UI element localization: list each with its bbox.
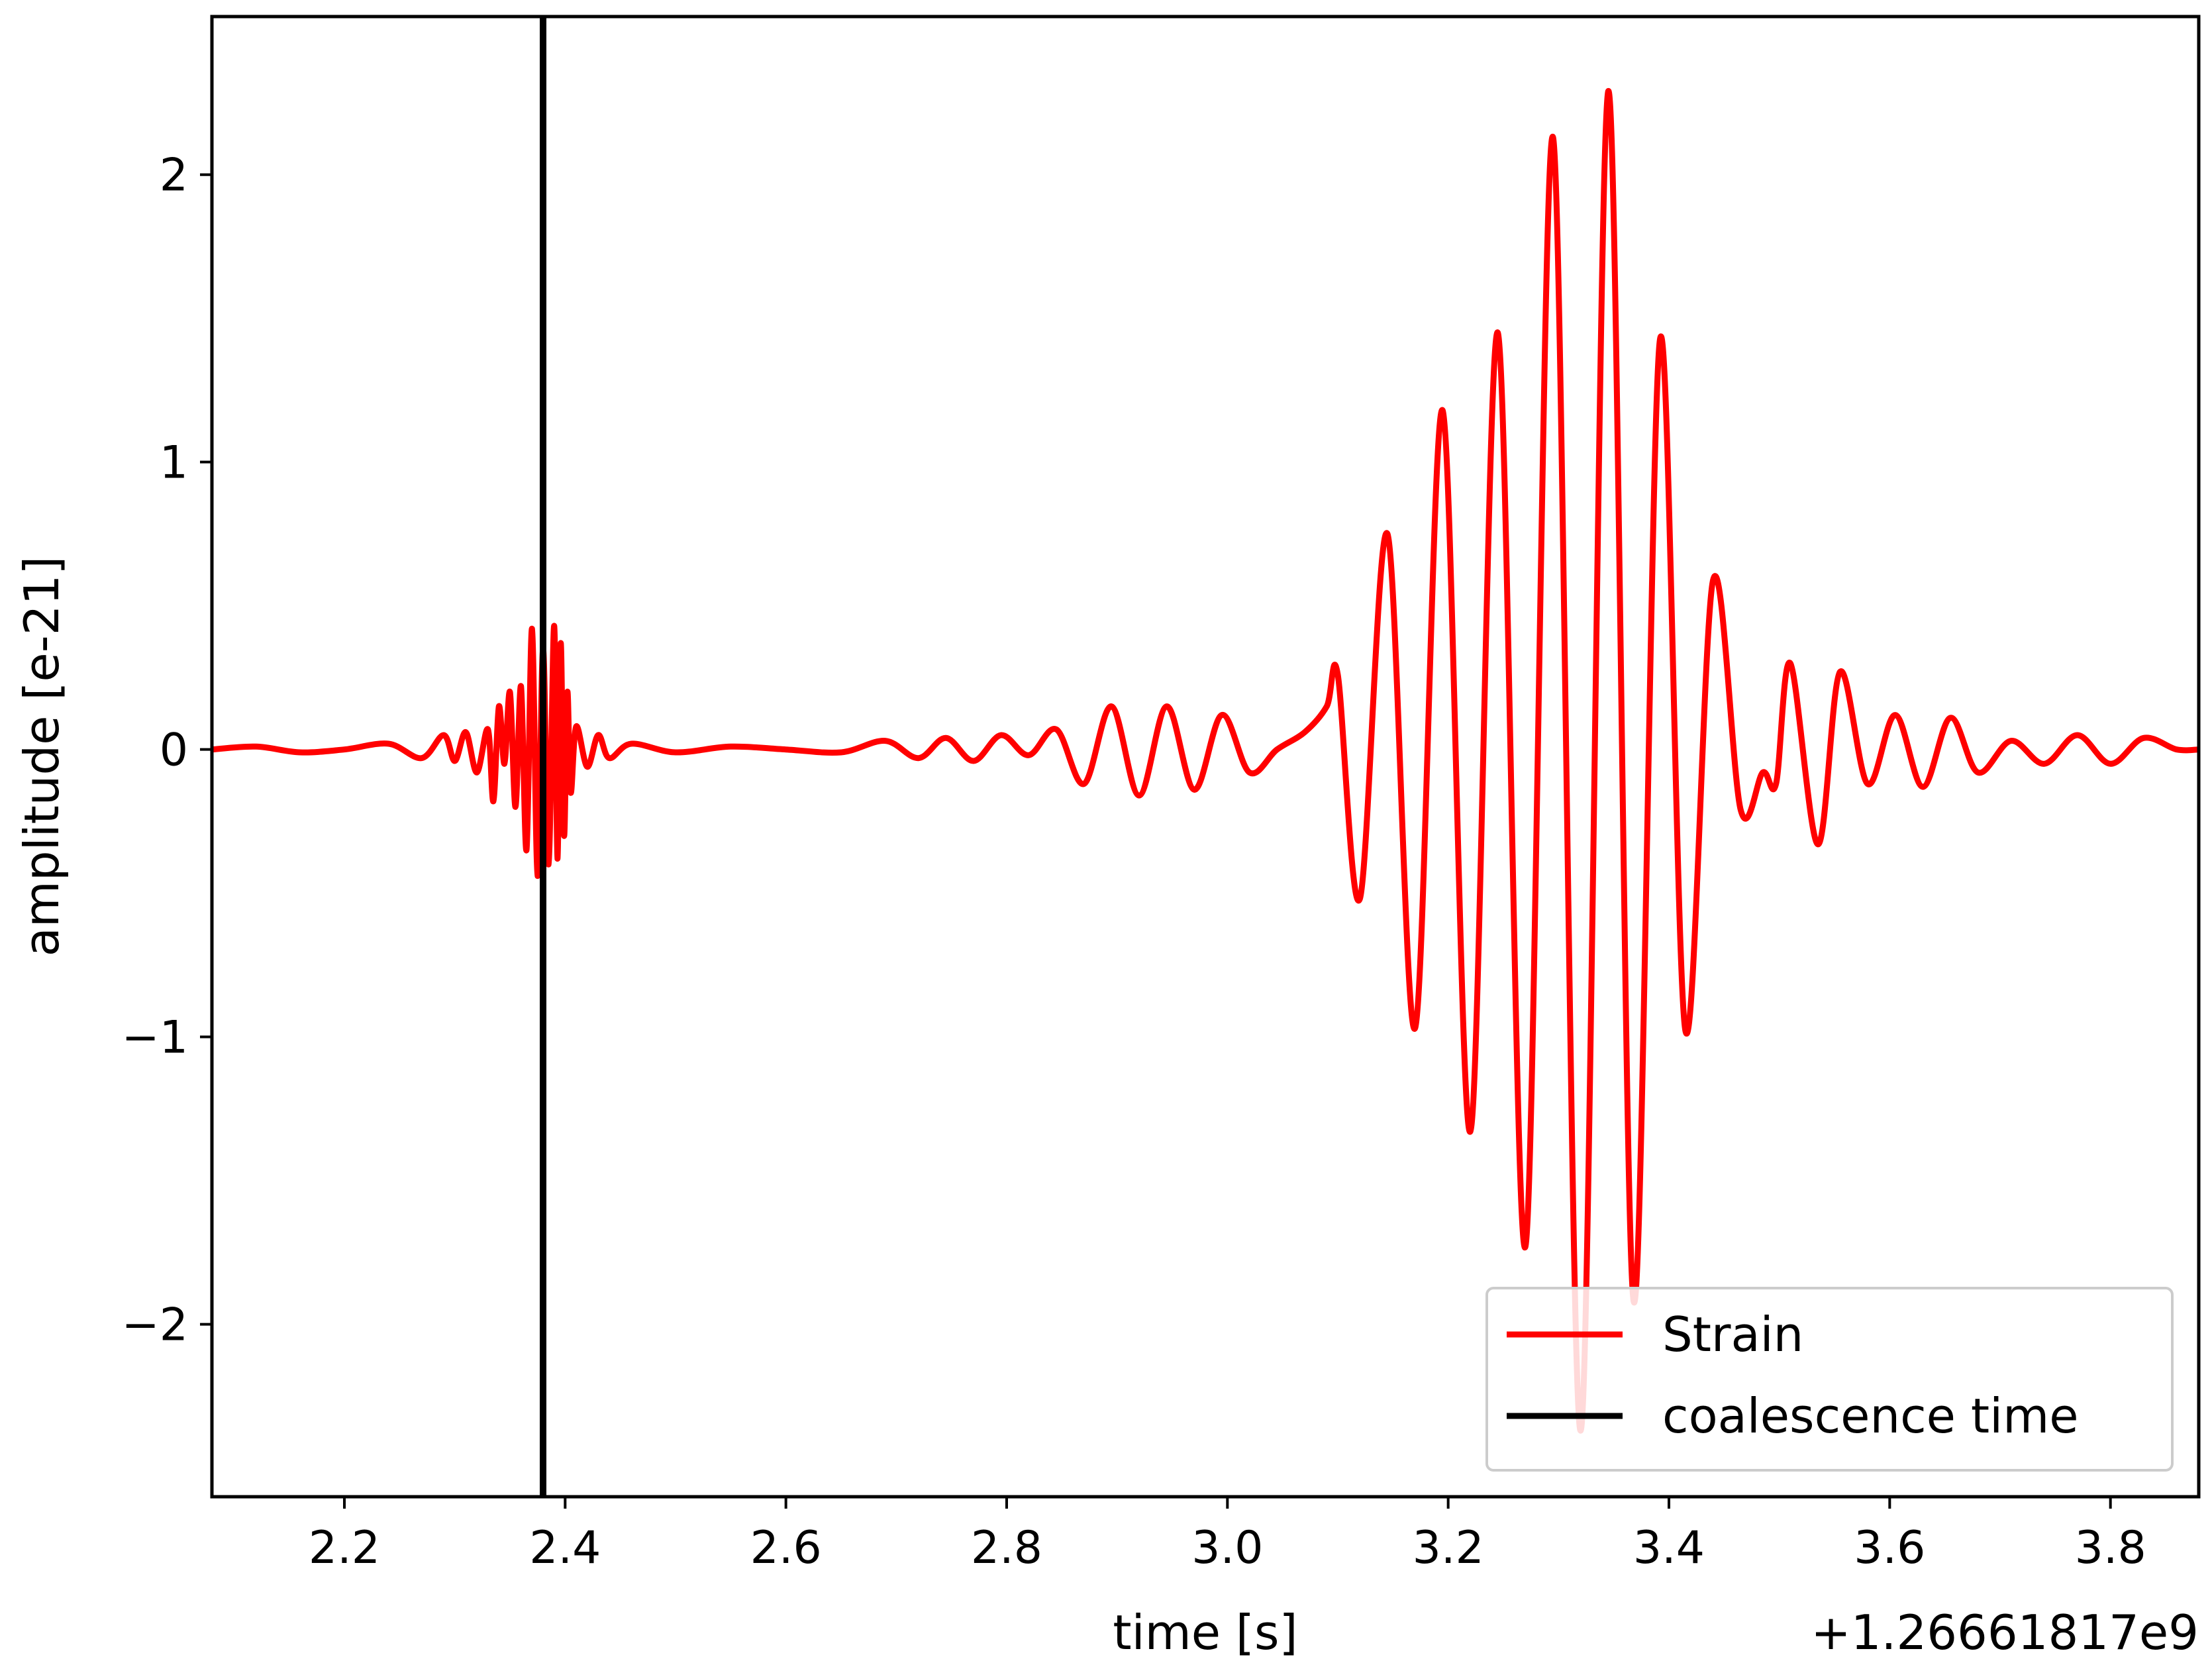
y-tick-label: −1 bbox=[122, 1012, 188, 1064]
x-axis-ticks: 2.2 2.4 2.6 2.8 3.0 3.2 3.4 3.6 3.8 bbox=[309, 1497, 2146, 1574]
x-tick-label: 2.4 bbox=[529, 1522, 601, 1574]
plot-area bbox=[212, 17, 2199, 1497]
x-tick-label: 3.2 bbox=[1413, 1522, 1484, 1574]
x-tick-label: 3.6 bbox=[1854, 1522, 1925, 1574]
x-tick-label: 3.4 bbox=[1633, 1522, 1705, 1574]
y-tick-label: −2 bbox=[122, 1299, 188, 1352]
x-axis-offset-label: +1.26661817e9 bbox=[1811, 1605, 2199, 1657]
y-axis-label: amplitude [e-21] bbox=[14, 556, 70, 957]
legend-label-coalescence-time: coalescence time bbox=[1662, 1388, 2079, 1444]
x-tick-label: 2.2 bbox=[309, 1522, 380, 1574]
legend-label-strain: Strain bbox=[1662, 1307, 1803, 1362]
x-axis-label: time [s] bbox=[1113, 1605, 1297, 1657]
y-tick-label: 0 bbox=[160, 725, 188, 777]
x-tick-label: 2.8 bbox=[971, 1522, 1042, 1574]
legend: Strain coalescence time bbox=[1485, 1287, 2174, 1472]
plot-frame bbox=[210, 15, 2201, 1499]
strain-series-line bbox=[212, 88, 2199, 1434]
y-tick-label: 1 bbox=[160, 437, 188, 489]
x-tick-label: 3.8 bbox=[2075, 1522, 2146, 1574]
x-tick-label: 2.6 bbox=[750, 1522, 822, 1574]
y-tick-label: 2 bbox=[160, 150, 188, 202]
legend-box bbox=[1485, 1287, 2174, 1472]
x-tick-label: 3.0 bbox=[1191, 1522, 1263, 1574]
y-axis-ticks: 2 1 0 −1 −2 bbox=[122, 150, 212, 1352]
